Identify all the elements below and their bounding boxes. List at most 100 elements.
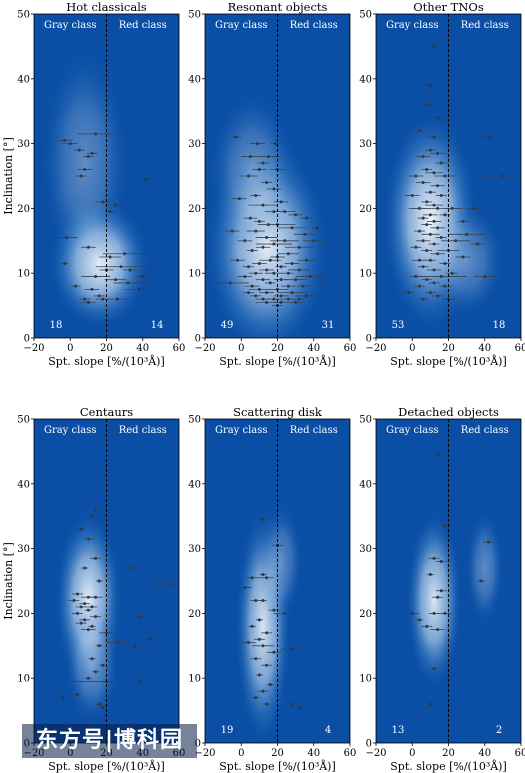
data-point xyxy=(257,219,261,223)
data-point xyxy=(86,676,90,680)
data-point xyxy=(247,174,250,178)
y-tick-label: 20 xyxy=(17,609,30,620)
gray-class-label: Gray class xyxy=(44,425,97,436)
data-point xyxy=(79,527,83,531)
data-point xyxy=(479,579,483,583)
y-tick-label: 10 xyxy=(17,269,30,280)
data-point xyxy=(428,258,432,262)
data-point xyxy=(274,142,278,146)
data-point xyxy=(432,219,436,223)
gray-class-label: Gray class xyxy=(386,20,439,31)
data-point xyxy=(90,514,94,518)
data-point xyxy=(443,261,447,265)
data-point xyxy=(272,608,276,612)
data-points xyxy=(403,44,521,301)
data-point xyxy=(236,258,240,262)
x-axis-label: Spt. slope [%/(10³Å)] xyxy=(48,759,165,773)
data-point xyxy=(265,236,269,240)
data-point xyxy=(148,637,152,641)
data-point xyxy=(290,291,294,295)
data-point xyxy=(436,116,440,120)
data-point xyxy=(76,611,79,615)
y-axis-label: Inclination [°] xyxy=(2,542,15,620)
data-point xyxy=(443,611,447,615)
data-point xyxy=(234,135,238,139)
data-point xyxy=(443,174,447,178)
density-map xyxy=(38,38,152,331)
data-point xyxy=(101,200,105,204)
data-point xyxy=(443,284,447,288)
x-tick-label: 60 xyxy=(515,343,525,354)
x-axis-label: Spt. slope [%/(10³Å)] xyxy=(219,354,336,368)
data-point xyxy=(483,274,487,278)
data-point xyxy=(268,258,272,262)
data-point xyxy=(272,187,276,191)
y-tick-label: 10 xyxy=(359,674,372,685)
data-point xyxy=(90,605,94,609)
x-tick-label: 20 xyxy=(442,748,455,759)
data-point xyxy=(432,611,436,615)
data-point xyxy=(94,274,98,278)
data-point xyxy=(425,103,429,107)
panel-title: Other TNOs xyxy=(413,0,484,14)
data-point xyxy=(265,291,269,295)
data-point xyxy=(115,297,119,301)
data-point xyxy=(141,274,145,278)
data-point xyxy=(418,618,421,622)
data-point xyxy=(436,206,440,210)
panel-title: Resonant objects xyxy=(228,0,328,14)
x-tick-label: −20 xyxy=(194,343,215,354)
data-point xyxy=(94,670,98,674)
data-point xyxy=(418,229,421,233)
data-point xyxy=(461,255,465,259)
data-points xyxy=(405,453,494,706)
data-point xyxy=(272,242,276,246)
data-point xyxy=(410,193,414,197)
data-point xyxy=(425,200,429,204)
data-point xyxy=(297,297,301,301)
data-point xyxy=(272,650,276,654)
red-class-count: 18 xyxy=(493,320,506,331)
data-point xyxy=(243,274,247,278)
x-axis-label: Spt. slope [%/(10³Å)] xyxy=(390,354,507,368)
data-point xyxy=(439,161,443,165)
data-point xyxy=(439,193,443,197)
data-point xyxy=(90,624,94,628)
data-point xyxy=(261,689,265,693)
data-point xyxy=(65,236,69,240)
data-point xyxy=(254,193,258,197)
data-point xyxy=(425,278,429,282)
data-point xyxy=(266,155,270,159)
y-tick-label: 20 xyxy=(359,204,372,215)
data-point xyxy=(283,210,287,214)
data-point xyxy=(83,297,87,301)
data-point xyxy=(303,232,307,236)
data-point xyxy=(108,210,112,214)
panel-title: Scattering disk xyxy=(233,405,323,419)
data-point xyxy=(254,598,258,602)
data-point xyxy=(254,229,258,233)
y-tick-label: 0 xyxy=(195,739,201,750)
data-point xyxy=(128,268,132,272)
data-point xyxy=(279,294,283,298)
data-point xyxy=(432,666,436,670)
data-point xyxy=(432,135,436,139)
x-tick-label: 60 xyxy=(173,343,186,354)
data-point xyxy=(90,151,94,155)
data-point xyxy=(247,291,250,295)
red-class-label: Red class xyxy=(290,425,338,436)
red-class-label: Red class xyxy=(290,20,338,31)
data-point xyxy=(414,174,418,178)
data-point xyxy=(428,83,432,87)
y-tick-label: 50 xyxy=(359,10,372,21)
data-point xyxy=(123,252,127,256)
red-class-label: Red class xyxy=(119,20,167,31)
data-point xyxy=(290,702,294,706)
data-point xyxy=(254,696,258,700)
data-point xyxy=(94,132,98,136)
gray-class-count: 49 xyxy=(221,320,234,331)
